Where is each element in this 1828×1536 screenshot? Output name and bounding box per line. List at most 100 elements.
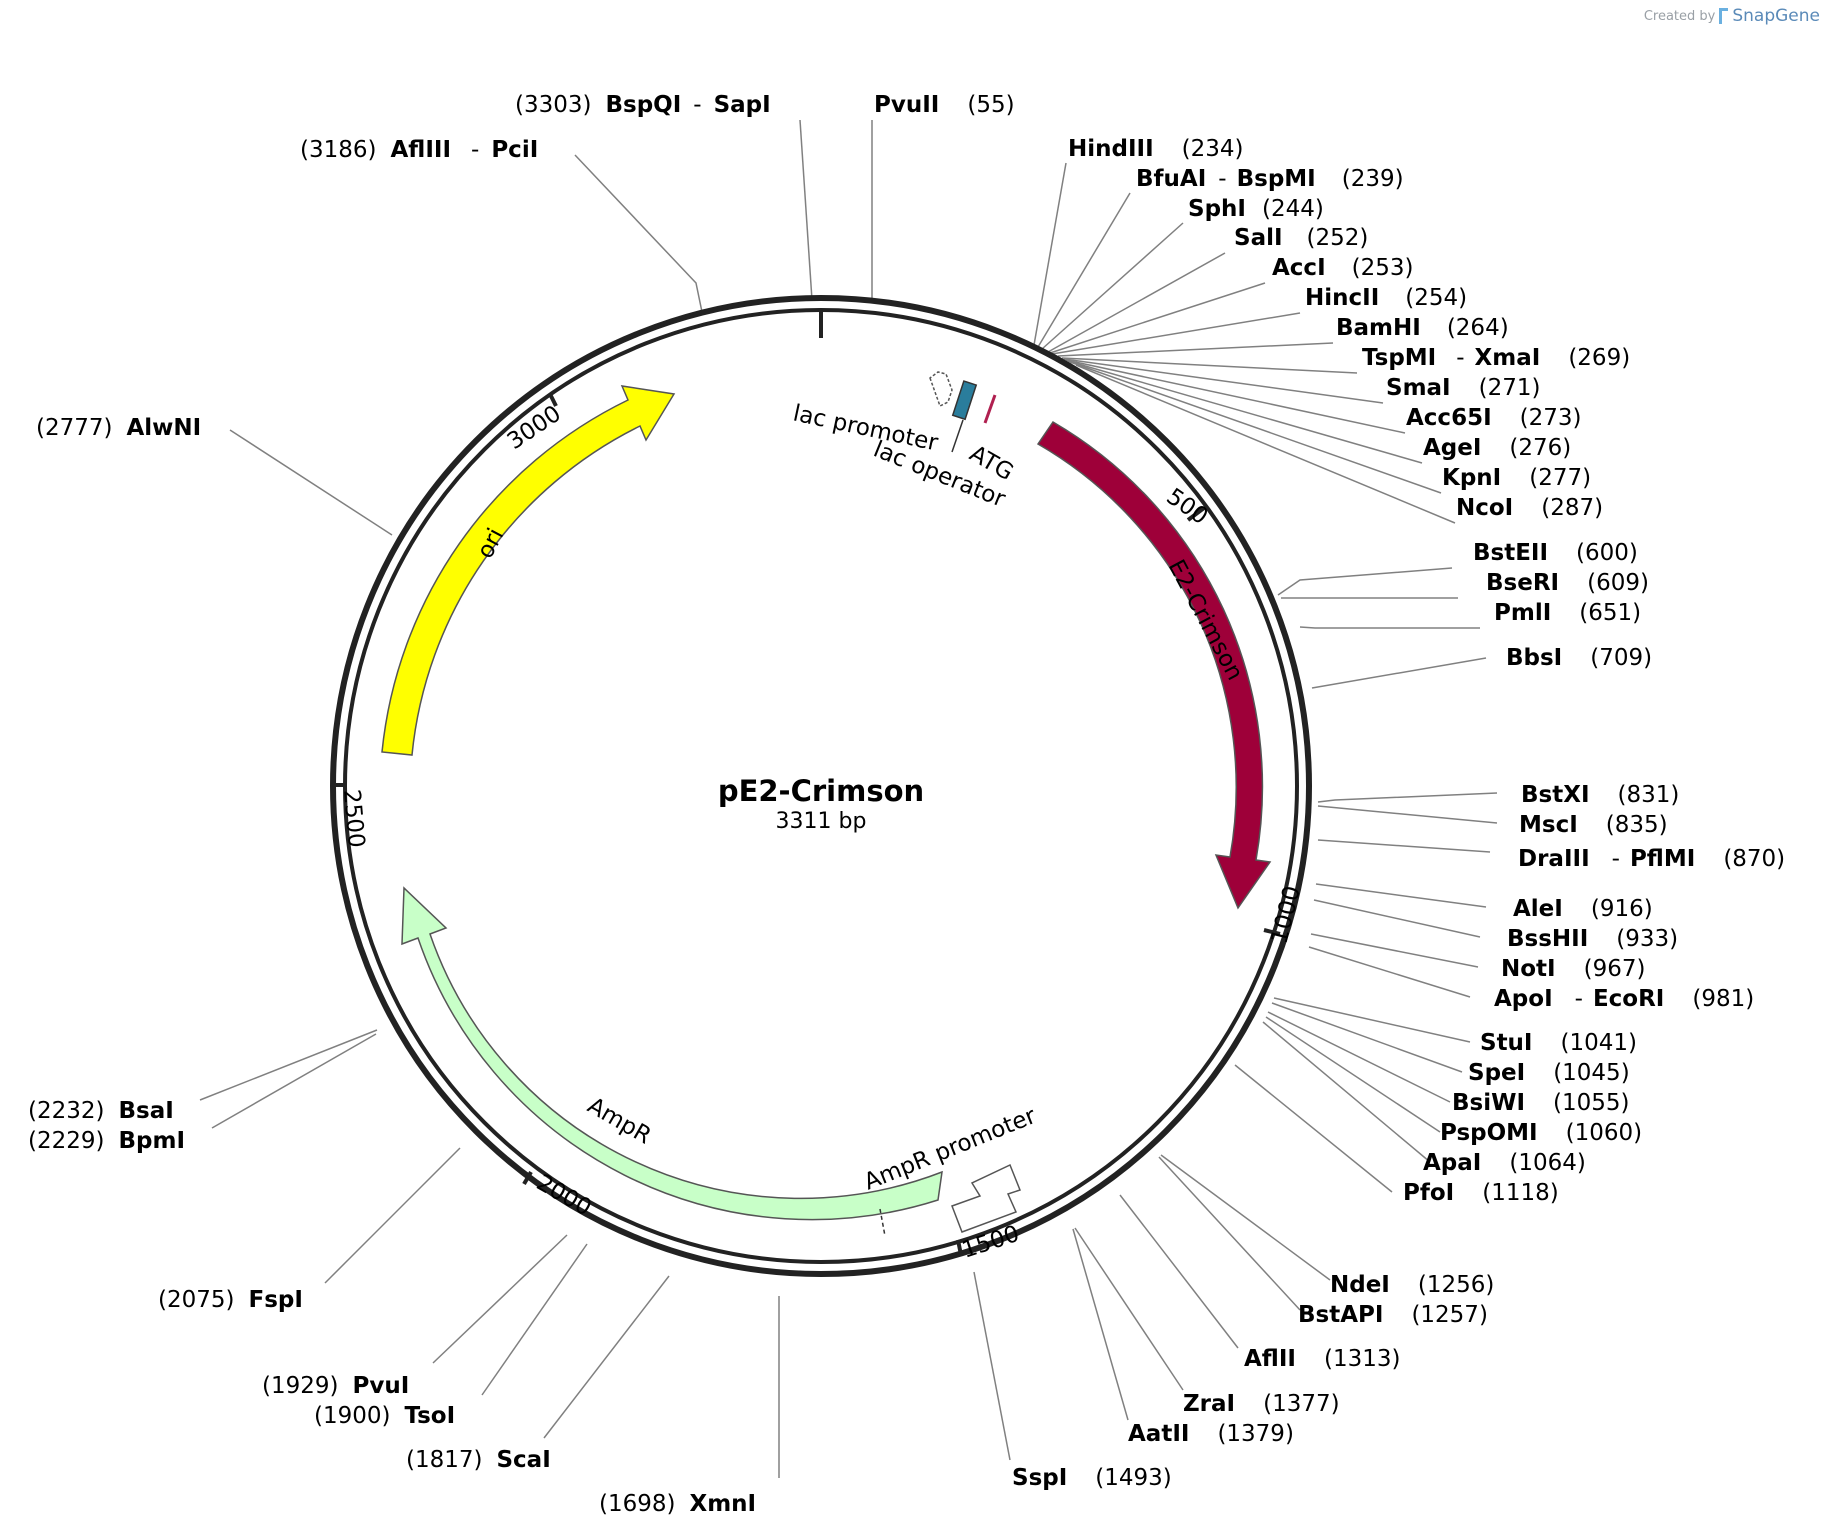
leader-line bbox=[1311, 657, 1487, 689]
site-label-agei[interactable]: AgeI (276) bbox=[1423, 435, 1571, 461]
leader-line bbox=[1271, 1002, 1463, 1073]
site-label-spei[interactable]: SpeI (1045) bbox=[1468, 1060, 1630, 1086]
tick-label-2000: 2000 bbox=[532, 1170, 596, 1222]
leader-line bbox=[1234, 1064, 1393, 1193]
site-label-msci[interactable]: MscI (835) bbox=[1519, 812, 1668, 838]
site-label-apai[interactable]: ApaI (1064) bbox=[1423, 1150, 1586, 1176]
tick-marks bbox=[333, 310, 1281, 1256]
site-label-pfoi[interactable]: PfoI (1118) bbox=[1403, 1180, 1559, 1206]
snapgene-credit: Created by SnapGene bbox=[1644, 6, 1820, 26]
site-label-kpni[interactable]: KpnI (277) bbox=[1442, 465, 1591, 491]
leader-line bbox=[1310, 933, 1479, 968]
site-label-aflii[interactable]: AflII (1313) bbox=[1244, 1346, 1400, 1372]
leader-line bbox=[1033, 162, 1067, 346]
leader-line bbox=[1047, 252, 1226, 353]
site-label-bfuai[interactable]: BfuAI - BspMI (239) bbox=[1136, 166, 1404, 192]
site-label-pmli[interactable]: PmlI (651) bbox=[1494, 600, 1641, 626]
leader-line bbox=[1160, 1154, 1331, 1281]
site-label-zrai[interactable]: ZraI (1377) bbox=[1183, 1391, 1340, 1417]
leader-line bbox=[1065, 359, 1406, 434]
leader-line bbox=[1067, 360, 1423, 464]
site-label-aatii[interactable]: AatII (1379) bbox=[1128, 1421, 1294, 1447]
credit-prefix: Created by bbox=[1643, 8, 1716, 24]
leader-line bbox=[1315, 883, 1487, 908]
leader-line bbox=[199, 1029, 378, 1101]
tick-2000 bbox=[522, 1170, 533, 1186]
leader-line bbox=[211, 1033, 377, 1129]
feature-lac-promoter[interactable] bbox=[929, 371, 953, 408]
lac-operator-leader bbox=[951, 419, 964, 453]
site-label-pspomi[interactable]: PspOMI (1060) bbox=[1440, 1120, 1642, 1146]
credit-brand: SnapGene bbox=[1732, 6, 1820, 26]
leader-line bbox=[1262, 1021, 1431, 1163]
site-label-pvuii[interactable]: PvuII (55) bbox=[874, 92, 1015, 118]
site-label-alei[interactable]: AleI (916) bbox=[1513, 896, 1653, 922]
site-label-bstapi[interactable]: BstAPI (1257) bbox=[1298, 1302, 1488, 1328]
snapgene-logo-icon bbox=[1719, 8, 1729, 24]
leader-line bbox=[1265, 1016, 1441, 1133]
leader-line bbox=[1074, 1227, 1184, 1391]
site-label-bbsi[interactable]: BbsI (709) bbox=[1506, 645, 1652, 671]
leader-line bbox=[1049, 282, 1266, 354]
feature-lac-operator[interactable] bbox=[951, 380, 978, 421]
feature-ampr-divider bbox=[879, 1208, 886, 1237]
site-label-bpmi[interactable]: (2229) BpmI bbox=[28, 1128, 185, 1154]
site-label-pvui[interactable]: (1929) PvuI bbox=[262, 1373, 409, 1399]
site-label-scai[interactable]: (1817) ScaI bbox=[406, 1447, 551, 1473]
leader-line bbox=[1317, 839, 1491, 853]
site-label-noti[interactable]: NotI (967) bbox=[1501, 956, 1645, 982]
leader-line bbox=[1063, 358, 1384, 404]
site-label-ncoi[interactable]: NcoI (287) bbox=[1456, 495, 1603, 521]
site-label-bspqi[interactable]: (3303) BspQI - SapI bbox=[515, 92, 771, 118]
leader-line bbox=[973, 1271, 1011, 1461]
site-label-fspi[interactable]: (2075) FspI bbox=[158, 1287, 303, 1313]
leader-line bbox=[481, 1243, 588, 1396]
leader-line bbox=[543, 1275, 670, 1439]
feature-e2-crimson[interactable] bbox=[1036, 420, 1272, 910]
leader-line bbox=[1273, 997, 1471, 1043]
site-label-alwni[interactable]: (2777) AlwNI bbox=[36, 415, 201, 441]
leader-line bbox=[1069, 361, 1442, 494]
leader-line bbox=[1061, 357, 1358, 374]
tick-label-1000: 1000 bbox=[1267, 883, 1306, 946]
leader-line bbox=[1057, 342, 1334, 357]
feature-ori[interactable] bbox=[381, 385, 676, 756]
site-label-sspi[interactable]: SspI (1493) bbox=[1012, 1465, 1172, 1491]
site-label-bsiwi[interactable]: BsiWI (1055) bbox=[1452, 1090, 1630, 1116]
site-label-hindiii[interactable]: HindIII (234) bbox=[1068, 136, 1244, 162]
site-label-stui[interactable]: StuI (1041) bbox=[1480, 1030, 1637, 1056]
site-label-bsshii[interactable]: BssHII (933) bbox=[1507, 926, 1678, 952]
feature-atg[interactable] bbox=[983, 394, 997, 424]
site-label-apoi[interactable]: ApoI - EcoRI (981) bbox=[1494, 986, 1754, 1012]
leader-line bbox=[1267, 1011, 1451, 1103]
leader-line bbox=[1075, 364, 1456, 524]
site-labels: (3303) BspQI - SapI PvuII (55) (3186) AflIII -… bbox=[28, 92, 1785, 1517]
site-label-sphi[interactable]: SphI (244) bbox=[1188, 196, 1324, 222]
leader-line bbox=[432, 1234, 568, 1364]
site-label-sali[interactable]: SalI (252) bbox=[1234, 225, 1368, 251]
leader-line bbox=[1317, 792, 1498, 803]
feature-ampr[interactable] bbox=[401, 886, 943, 1221]
site-label-bsai[interactable]: (2232) BsaI bbox=[28, 1098, 174, 1124]
site-label-bamhi[interactable]: BamHI (264) bbox=[1336, 315, 1509, 341]
site-label-draiii[interactable]: DraIII - PflMI (870) bbox=[1518, 846, 1785, 872]
site-label-bsteii[interactable]: BstEII (600) bbox=[1473, 540, 1638, 566]
site-label-afliii[interactable]: (3186) AflIII - PciI bbox=[300, 137, 538, 163]
site-label-bseri[interactable]: BseRI (609) bbox=[1486, 570, 1649, 596]
feature-ampr-promoter[interactable] bbox=[951, 1163, 1021, 1233]
leader-line bbox=[1037, 192, 1131, 348]
site-label-bstxi[interactable]: BstXI (831) bbox=[1521, 782, 1679, 808]
site-label-xmni[interactable]: (1698) XmnI bbox=[599, 1491, 756, 1517]
site-label-hincii[interactable]: HincII (254) bbox=[1305, 285, 1467, 311]
site-label-acci[interactable]: AccI (253) bbox=[1272, 255, 1414, 281]
site-label-acc65i[interactable]: Acc65I (273) bbox=[1406, 405, 1582, 431]
leader-line bbox=[1299, 626, 1480, 629]
site-label-smai[interactable]: SmaI (271) bbox=[1386, 375, 1540, 401]
site-label-tspmi[interactable]: TspMI - XmaI (269) bbox=[1362, 345, 1630, 371]
leader-line bbox=[229, 429, 393, 536]
site-label-ndei[interactable]: NdeI (1256) bbox=[1330, 1272, 1494, 1298]
site-label-tsoi[interactable]: (1900) TsoI bbox=[314, 1403, 455, 1429]
site-leader-lines bbox=[199, 119, 1498, 1478]
leader-line bbox=[799, 119, 813, 301]
